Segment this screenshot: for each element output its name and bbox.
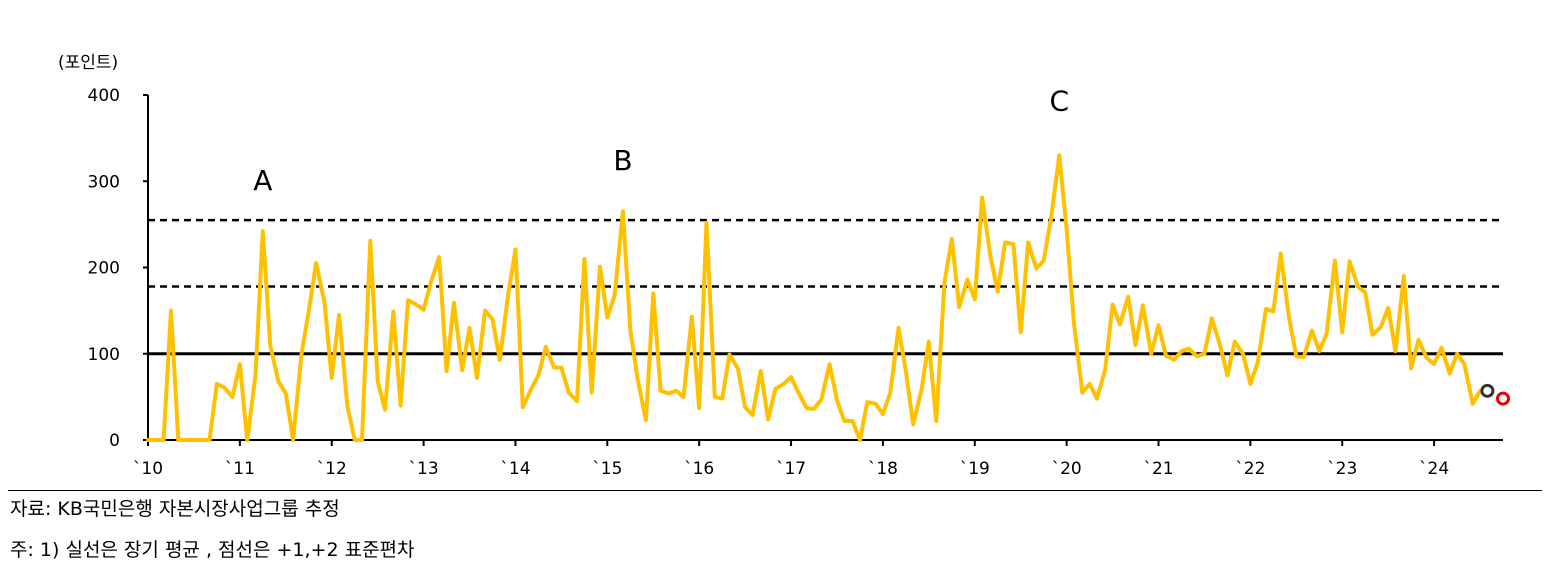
- axes: 0 100 200 300 400 (포인트) `10 `11 `12 `13 `14 `15 `16 `…: [58, 53, 1503, 479]
- x-tick-label-2017: `17: [776, 459, 806, 479]
- end-marker-1: [1496, 391, 1510, 406]
- x-tick-label-2011: `11: [225, 459, 255, 479]
- x-tick-label-2019: `19: [960, 459, 990, 479]
- x-tick-label-2018: `18: [868, 459, 898, 479]
- annotation-A: A: [253, 164, 272, 197]
- x-tick-label-2022: `22: [1235, 459, 1265, 479]
- reference-lines: [148, 218, 1503, 356]
- x-tick-label-2021: `21: [1143, 459, 1173, 479]
- footer-divider: [8, 490, 1542, 491]
- x-tick-label-2010: `10: [133, 459, 163, 479]
- x-tick-label-2023: `23: [1327, 459, 1357, 479]
- y-tick-label-400: 400: [88, 86, 120, 106]
- markers: [1480, 383, 1510, 406]
- series-line-0: [146, 153, 1482, 442]
- x-tick-label-2020: `20: [1052, 459, 1082, 479]
- y-tick-label-300: 300: [88, 172, 120, 192]
- y-tick-label-200: 200: [88, 259, 120, 279]
- footnote: 주: 1) 실선은 장기 평균 , 점선은 +1,+2 표준편차: [10, 539, 415, 561]
- sentiment-line-chart: 0 100 200 300 400 (포인트) `10 `11 `12 `13 `14 `15 `16 `…: [58, 53, 1510, 479]
- x-tick-label-2016: `16: [684, 459, 714, 479]
- source-note: 자료: KB국민은행 자본시장사업그룹 추정: [10, 498, 340, 520]
- annotation-C: C: [1050, 85, 1070, 118]
- x-tick-label-2012: `12: [317, 459, 347, 479]
- annotation-B: B: [613, 144, 632, 177]
- x-tick-label-2014: `14: [500, 459, 530, 479]
- y-axis-unit: (포인트): [58, 53, 118, 73]
- y-tick-label-0: 0: [109, 431, 120, 451]
- x-tick-label-2013: `13: [409, 459, 439, 479]
- y-tick-label-100: 100: [88, 345, 120, 365]
- x-tick-label-2024: `24: [1419, 459, 1449, 479]
- series-layer: [146, 153, 1482, 442]
- end-marker-0: [1480, 383, 1495, 398]
- annotations: A B C: [253, 85, 1069, 197]
- x-tick-label-2015: `15: [592, 459, 622, 479]
